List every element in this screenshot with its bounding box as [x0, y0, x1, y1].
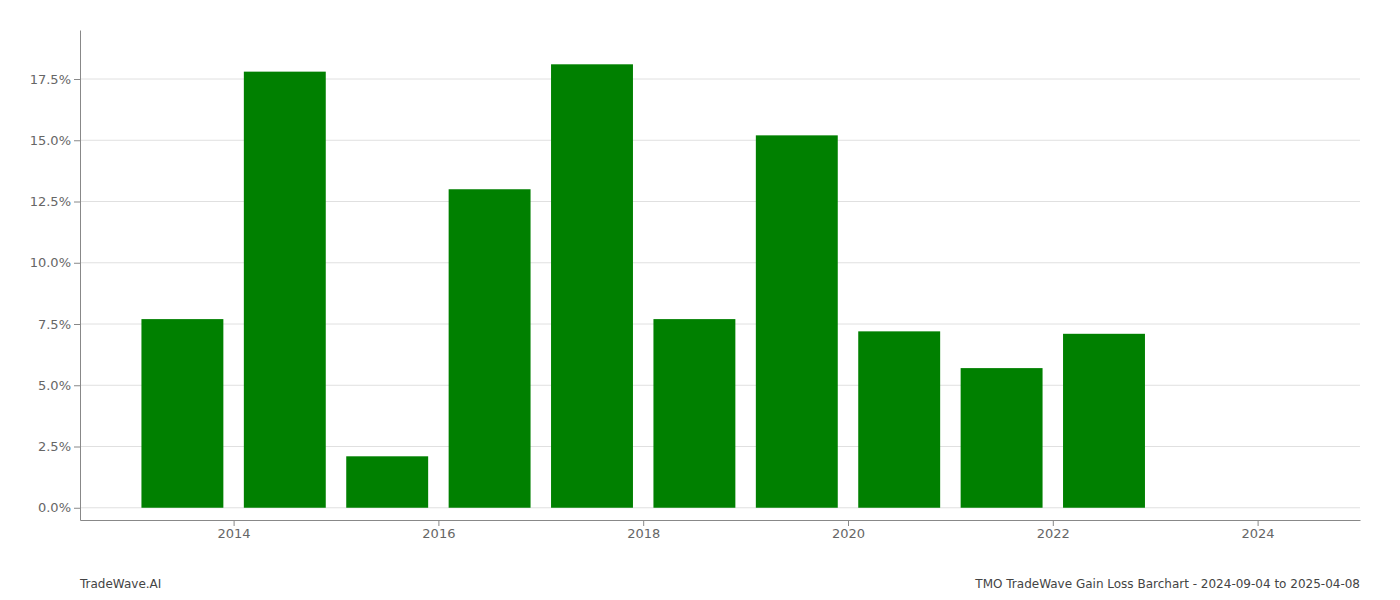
bar: [346, 456, 428, 507]
x-tick-label: 2016: [422, 526, 455, 541]
x-tick-label: 2022: [1037, 526, 1070, 541]
footer-text: TradeWave.AI: [79, 577, 161, 591]
y-tick: 2.5%: [38, 439, 80, 454]
bars: [141, 64, 1145, 507]
bar: [858, 331, 940, 507]
y-tick-label: 0.0%: [38, 500, 71, 515]
x-tick-label: 2018: [627, 526, 660, 541]
x-tick-mark: [234, 520, 235, 526]
y-tick-label: 5.0%: [38, 378, 71, 393]
y-tick-mark: [74, 263, 80, 264]
x-tick: 2014: [218, 520, 251, 541]
bar: [244, 72, 326, 508]
x-tick: 2020: [832, 520, 865, 541]
y-tick-mark: [74, 385, 80, 386]
y-tick: 7.5%: [38, 317, 80, 332]
x-axis-line: [81, 520, 1361, 521]
bar: [141, 319, 223, 508]
y-tick-mark: [74, 140, 80, 141]
y-tick: 5.0%: [38, 378, 80, 393]
y-axis-line: [80, 31, 81, 521]
y-axis: 0.0% 2.5% 5.0% 7.5% 10.0% 12.5% 15.0% 17.5%: [30, 31, 81, 521]
bar: [1063, 334, 1145, 508]
y-tick: 17.5%: [30, 72, 80, 87]
y-tick-label: 12.5%: [30, 194, 71, 209]
y-tick-mark: [74, 324, 80, 325]
bar: [551, 64, 633, 507]
x-tick: 2024: [1242, 520, 1275, 541]
x-tick-label: 2020: [832, 526, 865, 541]
x-tick-label: 2014: [218, 526, 251, 541]
y-tick: 12.5%: [30, 194, 80, 209]
x-tick-mark: [643, 520, 644, 526]
y-tick-label: 2.5%: [38, 439, 71, 454]
plot-area: 2014 2016 2018 2020 2022 2024 0.0% 2.5% 5.0% 7.5%…: [30, 31, 1361, 542]
x-tick: 2022: [1037, 520, 1070, 541]
x-tick-mark: [1258, 520, 1259, 526]
y-tick-label: 7.5%: [38, 317, 71, 332]
chart-svg: 2014 2016 2018 2020 2022 2024 0.0% 2.5% 5.0% 7.5%…: [0, 0, 1400, 600]
bar: [961, 368, 1043, 508]
bar: [653, 319, 735, 508]
bar: [756, 135, 838, 507]
y-tick-mark: [74, 447, 80, 448]
x-axis: 2014 2016 2018 2020 2022 2024: [81, 520, 1361, 541]
y-tick-mark: [74, 202, 80, 203]
y-tick-label: 17.5%: [30, 72, 71, 87]
x-tick: 2016: [422, 520, 455, 541]
footer-text: TMO TradeWave Gain Loss Barchart - 2024-…: [974, 577, 1360, 591]
y-tick-label: 10.0%: [30, 255, 71, 270]
y-tick: 15.0%: [30, 133, 80, 148]
x-tick-mark: [438, 520, 439, 526]
y-tick-mark: [74, 79, 80, 80]
x-tick-mark: [848, 520, 849, 526]
x-tick-label: 2024: [1242, 526, 1275, 541]
y-tick-mark: [74, 508, 80, 509]
x-tick: 2018: [627, 520, 660, 541]
y-tick: 10.0%: [30, 255, 80, 270]
y-tick: 0.0%: [38, 500, 80, 515]
y-tick-label: 15.0%: [30, 133, 71, 148]
x-tick-mark: [1053, 520, 1054, 526]
bar: [449, 189, 531, 508]
